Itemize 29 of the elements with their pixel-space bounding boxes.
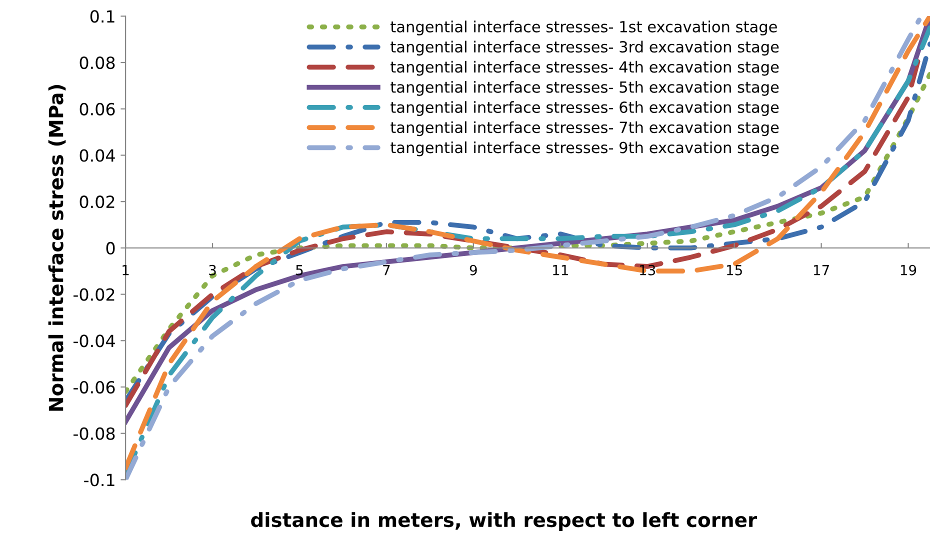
legend-label: tangential interface stresses- 9th excavation stage	[390, 141, 779, 156]
y-tick-label: -0.02	[74, 288, 114, 301]
x-tick-label: 3	[209, 264, 216, 276]
legend-label: tangential interface stresses- 5th excavation stage	[390, 81, 779, 96]
y-tick-label: 0.06	[80, 102, 115, 116]
y-tick-label: 0	[106, 242, 115, 255]
x-tick-label: 19	[900, 264, 916, 276]
legend-label: tangential interface stresses- 7th excavation stage	[390, 121, 779, 136]
legend-label: tangential interface stresses- 6th excavation stage	[390, 101, 779, 116]
x-tick-label: 17	[814, 265, 829, 276]
y-tick-label: 0.08	[80, 56, 115, 70]
x-tick-label: 7	[383, 265, 390, 276]
legend-label: tangential interface stresses- 3rd excavation stage	[390, 40, 779, 56]
y-tick-label: 0.1	[90, 10, 114, 23]
x-tick-label: 11	[553, 265, 568, 276]
y-tick-label: 0.02	[80, 196, 114, 208]
legend-label: tangential interface stresses- 1st excavation stage	[390, 20, 777, 36]
y-tick-label: 0.04	[80, 149, 115, 162]
legend-label: tangential interface stresses- 4th excavation stage	[390, 60, 779, 76]
x-axis-title: distance in meters, with respect to left corner	[251, 512, 758, 531]
x-tick-label: 5	[296, 265, 303, 276]
x-tick-label: 9	[470, 264, 477, 276]
y-tick-label: -0.04	[74, 334, 115, 348]
y-tick-label: -0.08	[74, 427, 115, 440]
y-axis-title: Normal interface stress (MPa)	[48, 84, 66, 411]
y-tick-label: -0.06	[74, 380, 115, 394]
x-tick-label: 1	[122, 265, 129, 276]
y-tick-label: -0.1	[84, 474, 114, 486]
x-tick-label: 15	[727, 265, 742, 276]
